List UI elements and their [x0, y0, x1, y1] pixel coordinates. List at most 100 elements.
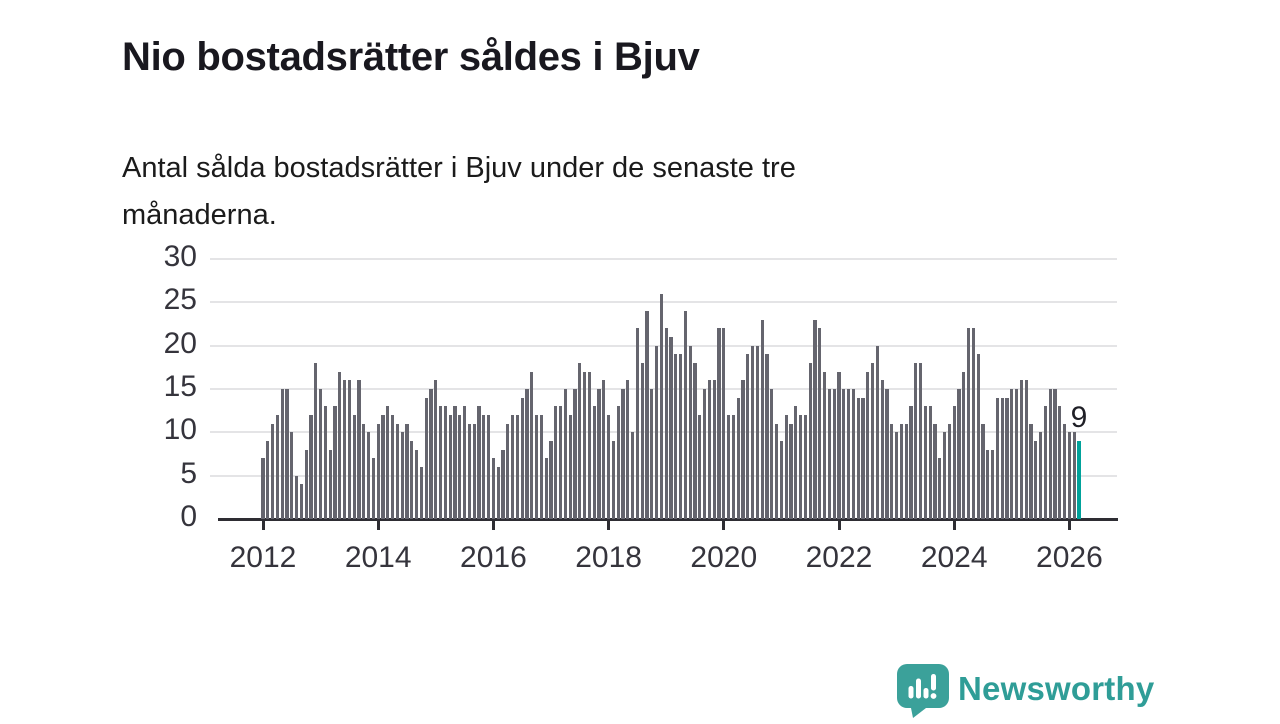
bar [410, 441, 414, 519]
bar [813, 319, 817, 519]
bar [717, 328, 721, 519]
bar [866, 371, 870, 519]
bar [750, 345, 755, 519]
bar [774, 423, 779, 519]
bar [966, 328, 971, 519]
newsworthy-logo[interactable] [896, 663, 950, 719]
bar [434, 380, 438, 519]
bar [558, 406, 563, 519]
bar [1029, 423, 1033, 519]
bar [645, 311, 649, 519]
bar [342, 380, 347, 519]
y-axis-label: 30 [163, 240, 197, 273]
bar [765, 354, 769, 519]
bar [741, 380, 745, 519]
brand-name[interactable]: Newsworthy [958, 670, 1155, 707]
bar [323, 406, 328, 519]
bar [347, 380, 352, 519]
bar [515, 415, 520, 519]
bar [1038, 432, 1043, 519]
bar [602, 380, 606, 519]
x-axis-tick [1067, 521, 1071, 530]
bar [1058, 406, 1062, 519]
bar [1043, 406, 1048, 519]
bar [875, 345, 880, 519]
bar [275, 415, 280, 519]
gridline [210, 474, 1117, 477]
bar [549, 441, 553, 519]
bar [395, 423, 400, 519]
bar [376, 423, 380, 519]
bar [1053, 389, 1057, 519]
bar [405, 423, 409, 519]
gridline [210, 388, 1117, 390]
bar [827, 389, 832, 519]
bar [688, 345, 692, 519]
y-axis-label: 5 [180, 456, 197, 490]
bar [856, 397, 860, 519]
y-axis-label: 0 [180, 500, 197, 533]
bar [971, 328, 976, 519]
bar [352, 415, 356, 519]
bar [837, 371, 841, 519]
bar [702, 389, 707, 519]
bar [1005, 397, 1009, 519]
bar [664, 328, 668, 519]
bar [861, 397, 865, 519]
bar [722, 328, 726, 519]
bar [650, 389, 654, 519]
bar [894, 432, 899, 519]
bar [654, 345, 659, 519]
bar [914, 363, 918, 519]
bar [290, 432, 294, 519]
bar [429, 389, 433, 519]
bar [501, 449, 505, 519]
bar [832, 389, 836, 519]
bar [318, 389, 323, 519]
bar [976, 354, 980, 519]
x-axis-tick [261, 521, 265, 530]
bar [784, 415, 788, 519]
bar [544, 458, 548, 519]
bar [683, 311, 688, 519]
bar [357, 380, 361, 519]
bar [995, 397, 1000, 519]
bar [554, 406, 558, 519]
bar [414, 449, 419, 519]
y-axis-label: 20 [163, 326, 197, 360]
bar [419, 467, 424, 519]
x-axis-tick [376, 521, 380, 530]
x-axis-label: 2012 [229, 541, 297, 574]
bar [712, 380, 716, 519]
bar [592, 406, 596, 519]
bar [362, 423, 366, 519]
x-axis-label: 2018 [575, 541, 642, 574]
bar [1014, 389, 1019, 519]
bar [534, 415, 539, 519]
bar [1034, 441, 1038, 519]
y-axis-label: 25 [163, 283, 197, 317]
bar [904, 423, 908, 519]
bar [606, 415, 611, 519]
bar [539, 415, 544, 519]
bar [333, 406, 337, 519]
bar [400, 432, 404, 519]
bar [803, 415, 808, 519]
bar [458, 415, 462, 519]
bar [578, 363, 582, 519]
bar [635, 328, 640, 519]
x-axis-label: 2024 [920, 541, 988, 574]
bar [1072, 432, 1076, 519]
bar [760, 319, 764, 519]
bar [616, 406, 620, 519]
bar [486, 415, 491, 519]
bar [1062, 423, 1067, 519]
bar [462, 406, 467, 519]
x-axis-label: 2020 [690, 541, 758, 574]
bar [1024, 380, 1028, 519]
bar [731, 415, 736, 519]
x-axis-label: 2014 [344, 541, 412, 574]
bar [1010, 389, 1014, 519]
x-axis-tick [491, 521, 495, 530]
